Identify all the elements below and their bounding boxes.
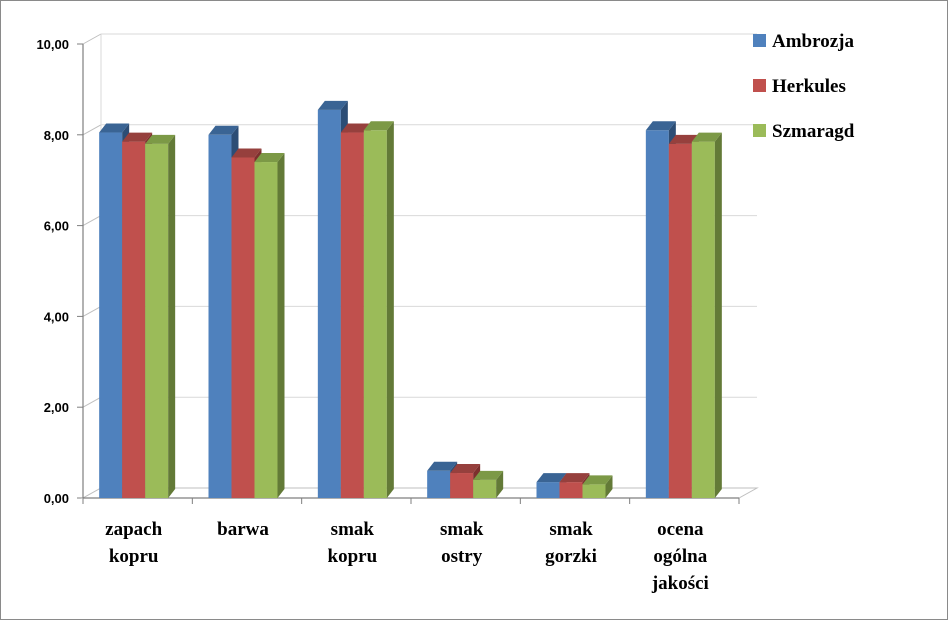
legend-label: Herkules — [772, 76, 846, 97]
bar-front — [473, 479, 497, 498]
bar-side — [168, 134, 176, 498]
x-category-label: ostry — [441, 546, 483, 567]
bar-front — [208, 134, 232, 499]
y-tick-label: 6,00 — [44, 219, 69, 234]
bar-top — [254, 153, 285, 163]
bar-top — [363, 121, 394, 131]
bar — [363, 121, 394, 498]
bar-top — [122, 132, 153, 142]
bar-front — [122, 141, 146, 499]
bar — [559, 473, 590, 498]
bar-top — [231, 148, 262, 158]
x-category-label: ocena — [657, 519, 704, 540]
labels-layer: 0,00 2,00 4,00 6,00 8,00 10,00 zapach kopru barw… — [36, 37, 708, 594]
bars-layer — [99, 100, 722, 499]
bar — [473, 470, 504, 498]
y-tick-label: 0,00 — [44, 491, 69, 506]
gridline-connector — [82, 215, 102, 227]
bar-front — [99, 132, 123, 498]
bar-side — [277, 153, 285, 499]
bar-top — [99, 123, 130, 133]
bar — [691, 132, 722, 499]
bar — [254, 153, 285, 499]
bar-front — [317, 109, 341, 498]
bar-front — [668, 143, 692, 498]
bar-top — [645, 121, 676, 131]
y-tick-label: 4,00 — [44, 309, 69, 324]
bar-front — [536, 482, 560, 498]
bar-top — [208, 125, 239, 135]
bar-front — [340, 132, 364, 498]
x-category-label: ogólna — [653, 546, 707, 567]
x-category-label: barwa — [217, 519, 269, 540]
bar-side — [714, 132, 722, 499]
gridline-connector — [82, 124, 102, 136]
bar-front — [427, 470, 451, 498]
legend-swatch — [753, 34, 766, 47]
bar-side — [496, 470, 504, 498]
gridline-connector — [82, 305, 102, 317]
x-category-label: kopru — [109, 546, 159, 567]
bar-front — [582, 484, 606, 498]
bar-front — [363, 130, 387, 498]
bar-top — [427, 461, 458, 471]
x-category-label: zapach — [105, 519, 162, 540]
legend-label: Ambrozja — [772, 31, 854, 52]
bar-top — [340, 123, 371, 133]
legend-label: Szmaragd — [772, 121, 855, 142]
bar-front — [645, 130, 669, 498]
legend: Ambrozja Herkules Szmaragd — [753, 31, 855, 142]
gridline-connector — [82, 33, 102, 45]
x-category-label: smak — [440, 519, 484, 540]
bar-front — [231, 157, 255, 498]
y-tick-label: 2,00 — [44, 400, 69, 415]
bar-top — [582, 475, 613, 485]
x-category-label: kopru — [328, 546, 378, 567]
x-category-label: smak — [331, 519, 375, 540]
bar-top — [559, 473, 590, 483]
bar-top — [473, 470, 504, 480]
bar-top — [145, 134, 176, 144]
bar-front — [559, 482, 583, 498]
bar-top — [691, 132, 722, 142]
bar-top — [536, 473, 567, 483]
bar-front — [691, 141, 715, 499]
bar — [582, 475, 613, 498]
x-category-label: jakości — [651, 573, 709, 594]
legend-swatch — [753, 79, 766, 92]
bar-front — [145, 143, 169, 498]
bar-side — [386, 121, 394, 498]
x-category-label: gorzki — [545, 546, 597, 567]
bar-top — [668, 134, 699, 144]
bar-side — [605, 475, 613, 498]
y-tick-label: 8,00 — [44, 128, 69, 143]
gridline-connector — [82, 396, 102, 408]
bar-top — [317, 100, 348, 110]
y-tick-label: 10,00 — [36, 37, 69, 52]
x-category-label: smak — [549, 519, 593, 540]
bar-top — [450, 464, 481, 474]
bar-front — [254, 162, 278, 499]
bar — [145, 134, 176, 498]
legend-swatch — [753, 124, 766, 137]
bar-front — [450, 473, 474, 498]
